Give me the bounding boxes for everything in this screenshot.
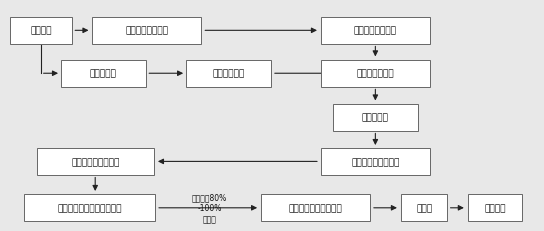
Text: 铺设梁板底模: 铺设梁板底模 <box>212 70 245 78</box>
Text: 承重架搭设: 承重架搭设 <box>90 70 117 78</box>
Text: 竖向构件钢筋绑扎: 竖向构件钢筋绑扎 <box>125 27 169 36</box>
FancyBboxPatch shape <box>401 195 447 221</box>
FancyBboxPatch shape <box>321 18 430 44</box>
FancyBboxPatch shape <box>9 18 72 44</box>
FancyBboxPatch shape <box>92 18 201 44</box>
FancyBboxPatch shape <box>321 61 430 87</box>
FancyBboxPatch shape <box>61 61 146 87</box>
Text: 竖向构件砼浇筑: 竖向构件砼浇筑 <box>356 70 394 78</box>
Text: 竖向构件模板支设: 竖向构件模板支设 <box>354 27 397 36</box>
Text: 砼强度达80%
-100%
砼养护: 砼强度达80% -100% 砼养护 <box>192 192 227 223</box>
Text: 下部梁砼第一次浇筑: 下部梁砼第一次浇筑 <box>71 157 119 166</box>
FancyBboxPatch shape <box>36 149 153 175</box>
Text: 模板拆除: 模板拆除 <box>484 204 506 212</box>
FancyBboxPatch shape <box>24 195 155 221</box>
FancyBboxPatch shape <box>261 195 370 221</box>
Text: 测量放线: 测量放线 <box>30 27 52 36</box>
Text: 安装梁板侧模、板模: 安装梁板侧模、板模 <box>351 157 399 166</box>
Text: 梁钢筋绑扎: 梁钢筋绑扎 <box>362 113 389 122</box>
FancyBboxPatch shape <box>468 195 522 221</box>
FancyBboxPatch shape <box>333 104 418 131</box>
Text: 上部梁板砼第二次浇筑: 上部梁板砼第二次浇筑 <box>289 204 342 212</box>
Text: 砼养护: 砼养护 <box>416 204 432 212</box>
Text: 板钢筋绑扎及水电预留预埋: 板钢筋绑扎及水电预留预埋 <box>58 204 122 212</box>
FancyBboxPatch shape <box>186 61 270 87</box>
FancyBboxPatch shape <box>321 149 430 175</box>
